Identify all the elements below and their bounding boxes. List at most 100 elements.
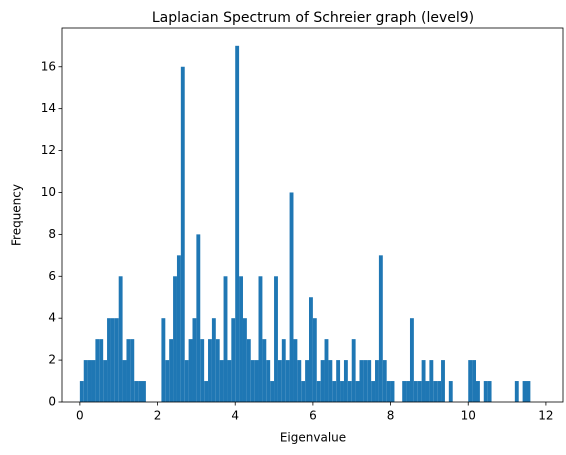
bar xyxy=(180,66,185,402)
bar xyxy=(441,360,445,402)
bar xyxy=(262,339,267,402)
bar xyxy=(208,339,212,402)
bar xyxy=(239,276,243,402)
bar xyxy=(340,381,344,402)
bar xyxy=(266,360,271,402)
bar xyxy=(289,192,294,402)
bar xyxy=(413,381,418,402)
bar xyxy=(293,339,298,402)
bar xyxy=(312,318,317,402)
bar xyxy=(476,381,480,402)
bar xyxy=(138,381,143,402)
bar xyxy=(409,318,414,402)
bar xyxy=(281,339,286,402)
x-tick-label: 6 xyxy=(309,409,317,423)
bar xyxy=(468,360,473,402)
bar xyxy=(483,381,488,402)
bar xyxy=(223,276,228,402)
bar xyxy=(173,276,177,402)
bar xyxy=(211,318,216,402)
bar xyxy=(107,318,111,402)
bar xyxy=(277,360,282,402)
bar xyxy=(270,381,275,402)
bar xyxy=(406,381,410,402)
bar xyxy=(328,360,333,402)
bar xyxy=(297,360,302,402)
bar xyxy=(371,381,376,402)
bar xyxy=(200,339,205,402)
bar xyxy=(219,360,224,402)
bar xyxy=(134,381,139,402)
bar xyxy=(242,318,247,402)
bar xyxy=(204,381,209,402)
bar xyxy=(192,318,197,402)
bar xyxy=(382,360,387,402)
bar xyxy=(386,381,391,402)
bar xyxy=(87,360,92,402)
bar xyxy=(103,360,108,402)
bar xyxy=(91,360,96,402)
bar xyxy=(309,297,313,402)
bar xyxy=(110,318,115,402)
bar xyxy=(487,381,492,402)
x-tick-label: 10 xyxy=(461,409,476,423)
bar xyxy=(343,360,348,402)
bar xyxy=(324,339,329,402)
x-tick-label: 0 xyxy=(76,409,84,423)
bar xyxy=(359,360,364,402)
bar xyxy=(305,360,310,402)
bar xyxy=(448,381,453,402)
bar xyxy=(332,381,337,402)
bar xyxy=(522,381,527,402)
bar xyxy=(196,234,201,402)
bar xyxy=(417,381,422,402)
bar xyxy=(514,381,519,402)
bar xyxy=(390,381,395,402)
y-tick-label: 10 xyxy=(41,185,56,199)
x-axis-label: Eigenvalue xyxy=(280,431,346,445)
bar xyxy=(250,360,255,402)
x-tick-label: 8 xyxy=(387,409,395,423)
bar xyxy=(235,45,240,403)
bar xyxy=(184,360,189,402)
bar xyxy=(118,276,123,402)
bar xyxy=(375,360,379,402)
bar xyxy=(215,339,220,402)
y-tick-label: 0 xyxy=(48,395,56,409)
bar xyxy=(433,381,438,402)
bar xyxy=(130,339,135,402)
bar xyxy=(285,360,290,402)
bar xyxy=(351,339,356,402)
x-tick-label: 2 xyxy=(154,409,162,423)
y-tick-label: 16 xyxy=(41,59,56,73)
bar xyxy=(176,255,181,402)
bar xyxy=(231,318,236,402)
y-tick-label: 2 xyxy=(48,353,56,367)
bar xyxy=(347,381,352,402)
bar xyxy=(126,339,131,402)
y-tick-label: 8 xyxy=(48,227,56,241)
bar xyxy=(363,360,368,402)
bar xyxy=(83,360,88,402)
y-tick-label: 4 xyxy=(48,311,56,325)
bar xyxy=(169,339,174,402)
bar xyxy=(437,381,442,402)
bar xyxy=(301,381,306,402)
chart-title: Laplacian Spectrum of Schreier graph (le… xyxy=(152,10,474,26)
bar xyxy=(320,360,325,402)
bar xyxy=(316,381,321,402)
y-tick-label: 12 xyxy=(41,143,56,157)
bar xyxy=(402,381,407,402)
x-tick-label: 12 xyxy=(538,409,553,423)
bar xyxy=(526,381,531,402)
bar xyxy=(429,360,434,402)
y-tick-label: 14 xyxy=(41,101,56,115)
y-axis-label: Frequency xyxy=(10,184,24,246)
bar xyxy=(142,381,146,402)
bar xyxy=(421,360,426,402)
bar xyxy=(79,381,84,402)
bar xyxy=(355,381,360,402)
bar xyxy=(114,318,119,402)
bar xyxy=(254,360,259,402)
